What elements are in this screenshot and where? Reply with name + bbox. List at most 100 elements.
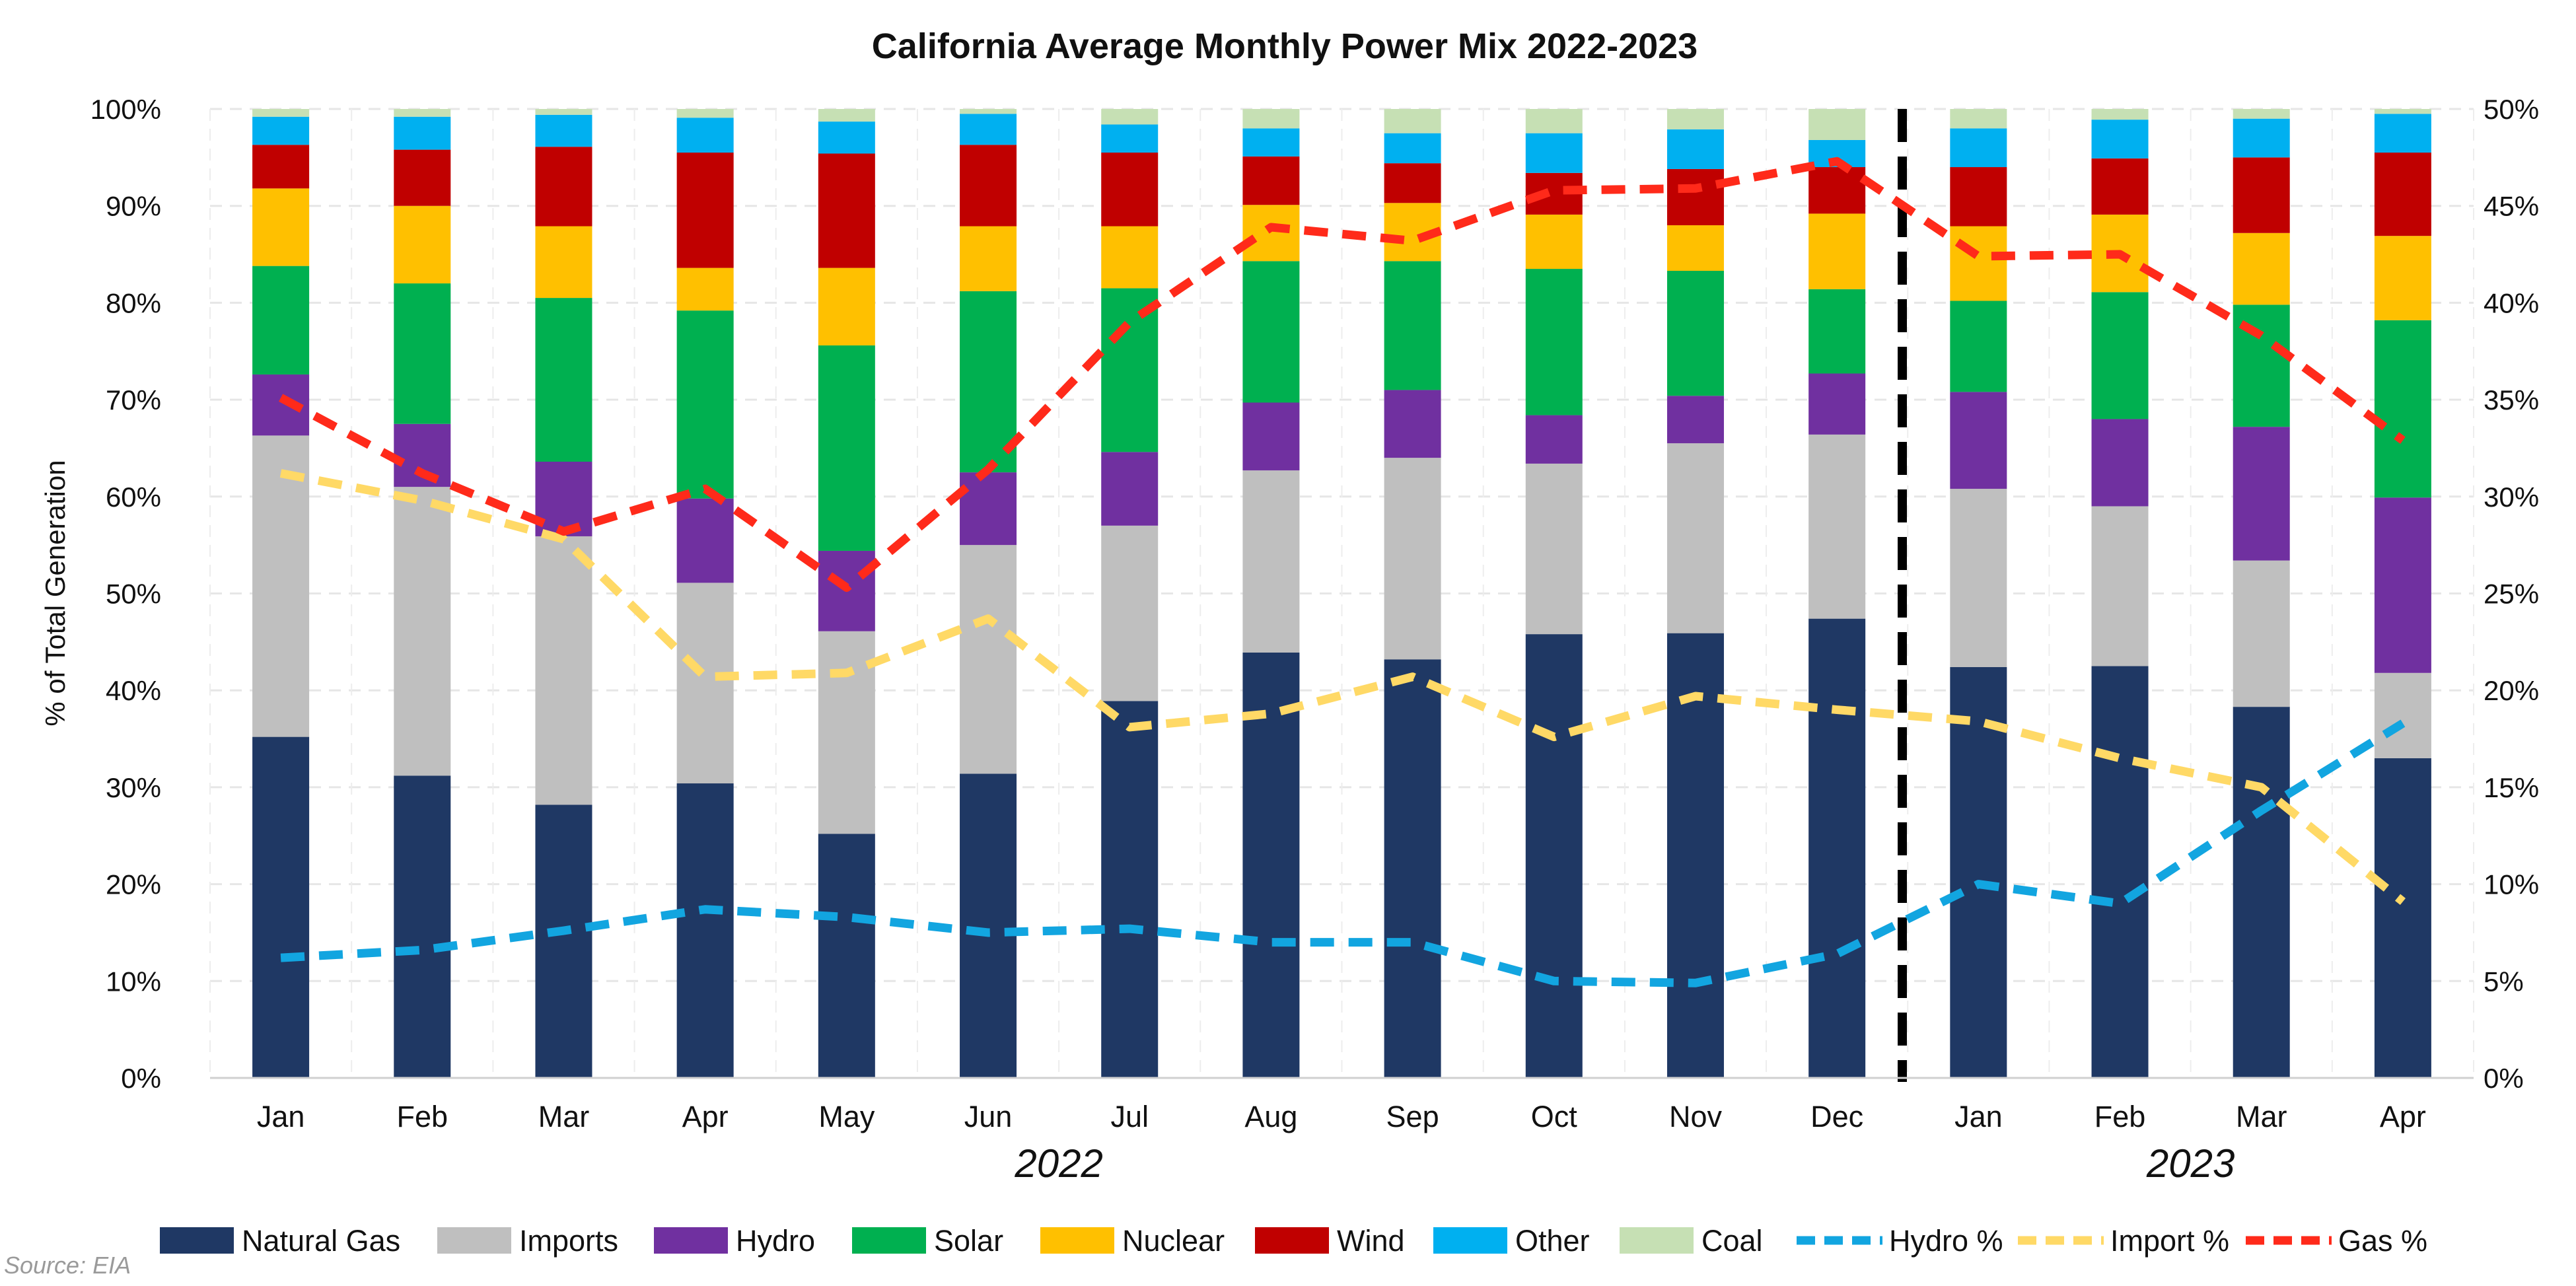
- bar-imports: [1808, 434, 1866, 619]
- y-tick-label: 60%: [106, 482, 161, 513]
- bar-other: [1242, 128, 1300, 157]
- y-tick-label: 50%: [106, 579, 161, 610]
- bar-imports: [2374, 672, 2431, 758]
- y-tick-label: 20%: [106, 869, 161, 900]
- x-tick-label: May: [818, 1100, 875, 1133]
- bar-solar: [818, 345, 875, 551]
- bar-imports: [676, 583, 734, 784]
- x-tick-label: Sep: [1386, 1100, 1439, 1133]
- y-tick-label: 90%: [106, 191, 161, 222]
- bar-wind: [252, 145, 310, 189]
- legend-swatch: [852, 1227, 926, 1254]
- bar-nuclear: [2374, 236, 2431, 320]
- legend-swatch: [1620, 1227, 1694, 1254]
- bar-coal: [1242, 109, 1300, 129]
- legend-swatch: [1040, 1227, 1114, 1254]
- bar-imports: [1525, 463, 1583, 635]
- y-tick-label: 10%: [106, 966, 161, 997]
- legend-item-coal: Coal: [1620, 1224, 1763, 1258]
- x-tick-label: Dec: [1810, 1100, 1863, 1133]
- legend-label: Coal: [1701, 1224, 1763, 1258]
- bar-other: [1384, 133, 1441, 164]
- legend-item-imports: Imports: [437, 1224, 618, 1258]
- bar-coal: [818, 109, 875, 122]
- bar-natural-gas: [1666, 633, 1724, 1078]
- bar-coal: [252, 109, 310, 117]
- bar-solar: [2374, 320, 2431, 498]
- source-note: Source: EIA: [4, 1252, 131, 1279]
- bar-wind: [2091, 158, 2149, 215]
- bar-hydro: [535, 461, 592, 536]
- bar-imports: [960, 545, 1017, 774]
- bar-wind: [1950, 167, 2007, 227]
- y2-tick-label: 20%: [2484, 675, 2539, 706]
- bar-hydro: [2233, 427, 2290, 561]
- bar-coal: [1950, 109, 2007, 129]
- bar-other: [252, 116, 310, 145]
- bar-imports: [818, 631, 875, 834]
- legend-label: Natural Gas: [242, 1224, 400, 1258]
- bar-wind: [2233, 157, 2290, 233]
- bar-wind: [676, 153, 734, 268]
- bar-wind: [818, 153, 875, 268]
- bar-wind: [1242, 156, 1300, 205]
- bar-wind: [394, 149, 451, 206]
- y-axis-label: % of Total Generation: [40, 460, 71, 726]
- bar-other: [1101, 124, 1159, 153]
- bar-imports: [2233, 560, 2290, 707]
- bar-other: [394, 116, 451, 150]
- bar-hydro: [1101, 452, 1159, 526]
- year-label: 2023: [2146, 1141, 2235, 1186]
- bar-imports: [1101, 525, 1159, 701]
- y2-tick-label: 25%: [2484, 579, 2539, 610]
- bar-solar: [1242, 261, 1300, 403]
- y-tick-label: 30%: [106, 772, 161, 803]
- bar-hydro: [1666, 396, 1724, 444]
- bar-imports: [1242, 470, 1300, 653]
- y2-tick-label: 5%: [2484, 966, 2524, 997]
- bar-other: [535, 114, 592, 147]
- bar-wind: [535, 147, 592, 227]
- bar-coal: [960, 109, 1017, 114]
- legend-item-hydro: Hydro: [654, 1224, 815, 1258]
- bar-imports: [1950, 489, 2007, 667]
- y2-tick-label: 0%: [2484, 1063, 2524, 1094]
- bar-imports: [2091, 506, 2149, 666]
- bar-coal: [394, 109, 451, 117]
- bar-natural-gas: [676, 783, 734, 1078]
- right-axis-ticks: 0% 5% 10% 15% 20% 25% 30% 35% 40% 45% 50%: [2484, 94, 2539, 1094]
- bar-hydro: [960, 472, 1017, 546]
- bar-imports: [394, 487, 451, 776]
- bar-natural-gas: [1950, 666, 2007, 1078]
- bar-solar: [252, 266, 310, 375]
- bar-natural-gas: [1808, 618, 1866, 1078]
- bar-natural-gas: [1384, 659, 1441, 1078]
- line-import-pct: [279, 469, 2406, 906]
- bar-natural-gas: [394, 775, 451, 1078]
- bar-imports: [1384, 458, 1441, 660]
- legend-swatch: [1433, 1227, 1507, 1254]
- year-label: 2022: [1014, 1141, 1102, 1186]
- legend-swatch: [437, 1227, 511, 1254]
- y2-tick-label: 10%: [2484, 869, 2539, 900]
- bar-other: [960, 114, 1017, 145]
- bar-nuclear: [535, 226, 592, 299]
- y-tick-label: 100%: [90, 94, 161, 125]
- bar-nuclear: [252, 188, 310, 266]
- x-tick-label: Jun: [964, 1100, 1013, 1133]
- y2-tick-label: 40%: [2484, 287, 2539, 318]
- bar-nuclear: [394, 205, 451, 284]
- legend-item-import-pct: Import %: [2018, 1224, 2229, 1258]
- bar-hydro: [676, 498, 734, 583]
- bar-coal: [2233, 109, 2290, 119]
- legend-label: Solar: [934, 1224, 1003, 1258]
- bar-nuclear: [1950, 226, 2007, 301]
- y-tick-label: 40%: [106, 675, 161, 706]
- bar-nuclear: [818, 268, 875, 345]
- legend-swatch: [160, 1227, 234, 1254]
- bar-other: [2091, 120, 2149, 159]
- bar-other: [1950, 128, 2007, 168]
- bar-nuclear: [1666, 225, 1724, 271]
- bar-coal: [1666, 109, 1724, 129]
- bar-hydro: [1384, 390, 1441, 458]
